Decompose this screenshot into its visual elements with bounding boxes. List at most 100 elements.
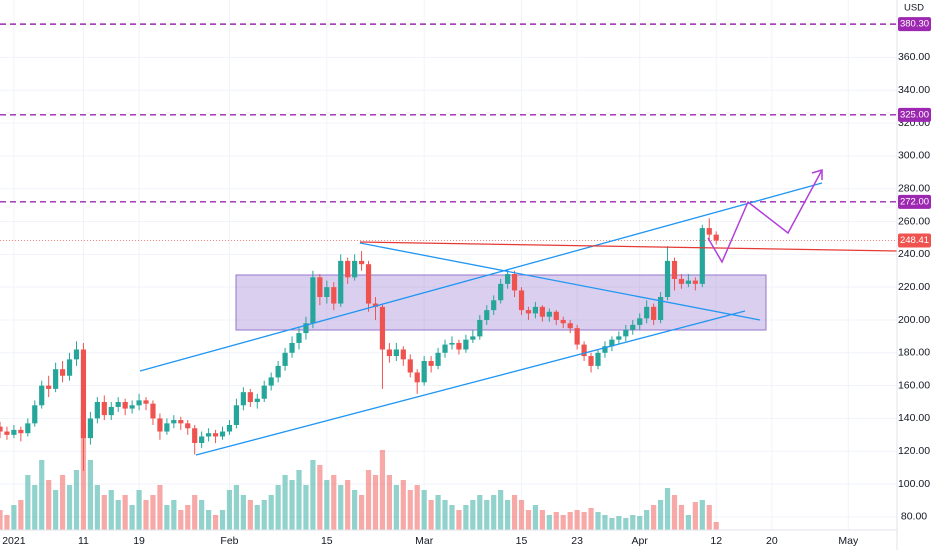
- candle-body: [630, 324, 636, 330]
- y-tick-label: 100.00: [898, 478, 930, 490]
- candle-body: [407, 359, 413, 373]
- projection-path: [707, 169, 823, 264]
- candle-body: [59, 369, 66, 376]
- candle-body: [352, 260, 358, 278]
- level-label: 272.00: [900, 196, 929, 207]
- currency: USD: [904, 3, 924, 14]
- volume-bar: [108, 490, 114, 530]
- volume-bar: [129, 505, 135, 530]
- x-tick-label: Apr: [632, 535, 649, 547]
- candle-body: [386, 349, 392, 357]
- candle-body: [101, 402, 107, 416]
- drawings: [139, 168, 898, 456]
- candle-body: [73, 349, 80, 360]
- volume-bar: [518, 500, 525, 530]
- y-tick-label: 300.00: [898, 150, 930, 162]
- volume-bar: [588, 508, 594, 530]
- volume-bar: [11, 505, 17, 530]
- volume-bar: [644, 510, 650, 530]
- x-tick-label: 20: [766, 535, 778, 547]
- volume-bar: [115, 500, 121, 530]
- last-price-label: 248.41: [900, 235, 929, 246]
- candle-body: [539, 306, 545, 317]
- volume-bar: [164, 505, 170, 530]
- x-tick-label: 23: [571, 535, 583, 547]
- candle-body: [449, 342, 455, 345]
- candle-body: [122, 402, 128, 409]
- grid: [0, 0, 897, 530]
- candle-body: [588, 356, 594, 366]
- volume-bar: [150, 495, 156, 530]
- candle-body: [505, 274, 511, 284]
- candle-body: [185, 423, 191, 429]
- resistance-line: [359, 241, 898, 252]
- candle-body: [254, 398, 260, 403]
- volume-bar: [435, 495, 441, 530]
- candle-body: [324, 287, 330, 297]
- candle-body: [129, 405, 135, 409]
- candle-body: [644, 306, 650, 319]
- candle-body: [18, 429, 24, 434]
- candle-body: [0, 426, 3, 432]
- y-tick-label: 200.00: [898, 314, 930, 326]
- candle-body: [379, 306, 386, 350]
- candle-body: [46, 385, 52, 389]
- candle-body: [678, 278, 685, 284]
- volume-bar: [525, 510, 532, 530]
- volume-bar: [539, 510, 545, 530]
- candle-body: [560, 319, 566, 324]
- volume-bar: [73, 470, 80, 530]
- volume-bar: [609, 518, 615, 530]
- candle-body: [623, 329, 629, 337]
- volume-bar: [421, 490, 427, 530]
- candle-body: [32, 405, 38, 424]
- volume-bar: [651, 505, 657, 530]
- volume-bar: [449, 505, 455, 530]
- volume-bar: [428, 500, 434, 530]
- candle-body: [226, 424, 233, 432]
- volume-bar: [4, 515, 10, 530]
- candle-body: [247, 392, 253, 403]
- candle-body: [657, 296, 664, 320]
- volume-bar: [254, 505, 260, 530]
- volume-bar: [268, 495, 274, 530]
- axes: 80.00 100.00 120.00 140.00 160.00 180.00 200.0…: [2, 17, 931, 547]
- candle-body: [233, 405, 240, 425]
- arrow-head: [811, 168, 823, 180]
- candle-body: [240, 392, 246, 406]
- candle-body: [532, 306, 539, 314]
- volume-bar: [491, 495, 497, 530]
- volume-bar: [338, 485, 344, 530]
- candle-body: [463, 339, 469, 350]
- candle-body: [206, 433, 212, 437]
- volume-bar: [664, 488, 671, 530]
- candle-body: [706, 228, 712, 235]
- trend-line: [359, 242, 761, 321]
- volume-bar: [498, 490, 504, 530]
- candle-body: [595, 352, 601, 366]
- y-tick-label: 360.00: [898, 51, 930, 63]
- volume-bar: [178, 510, 184, 530]
- volume-bar: [53, 490, 59, 530]
- candle-body: [664, 260, 671, 297]
- candles: [0, 218, 719, 471]
- volume-bar: [317, 465, 323, 530]
- candle-body: [282, 352, 288, 366]
- volume-bar: [407, 490, 413, 530]
- volume-bar: [94, 485, 100, 530]
- volume-bar: [400, 480, 406, 530]
- candle-body: [358, 260, 365, 265]
- candle-body: [498, 283, 504, 301]
- candle-body: [11, 429, 17, 435]
- y-tick-label: 140.00: [898, 412, 930, 424]
- volume-bar: [560, 515, 566, 530]
- candle-body: [178, 420, 184, 424]
- candle-body: [421, 360, 427, 383]
- y-tick-label: 280.00: [898, 182, 930, 194]
- candle-body: [39, 385, 45, 406]
- volume-bar: [199, 500, 205, 530]
- volume-bar: [379, 450, 386, 530]
- volume-bar: [219, 510, 226, 530]
- candle-body: [546, 311, 552, 317]
- candle-body: [484, 310, 490, 320]
